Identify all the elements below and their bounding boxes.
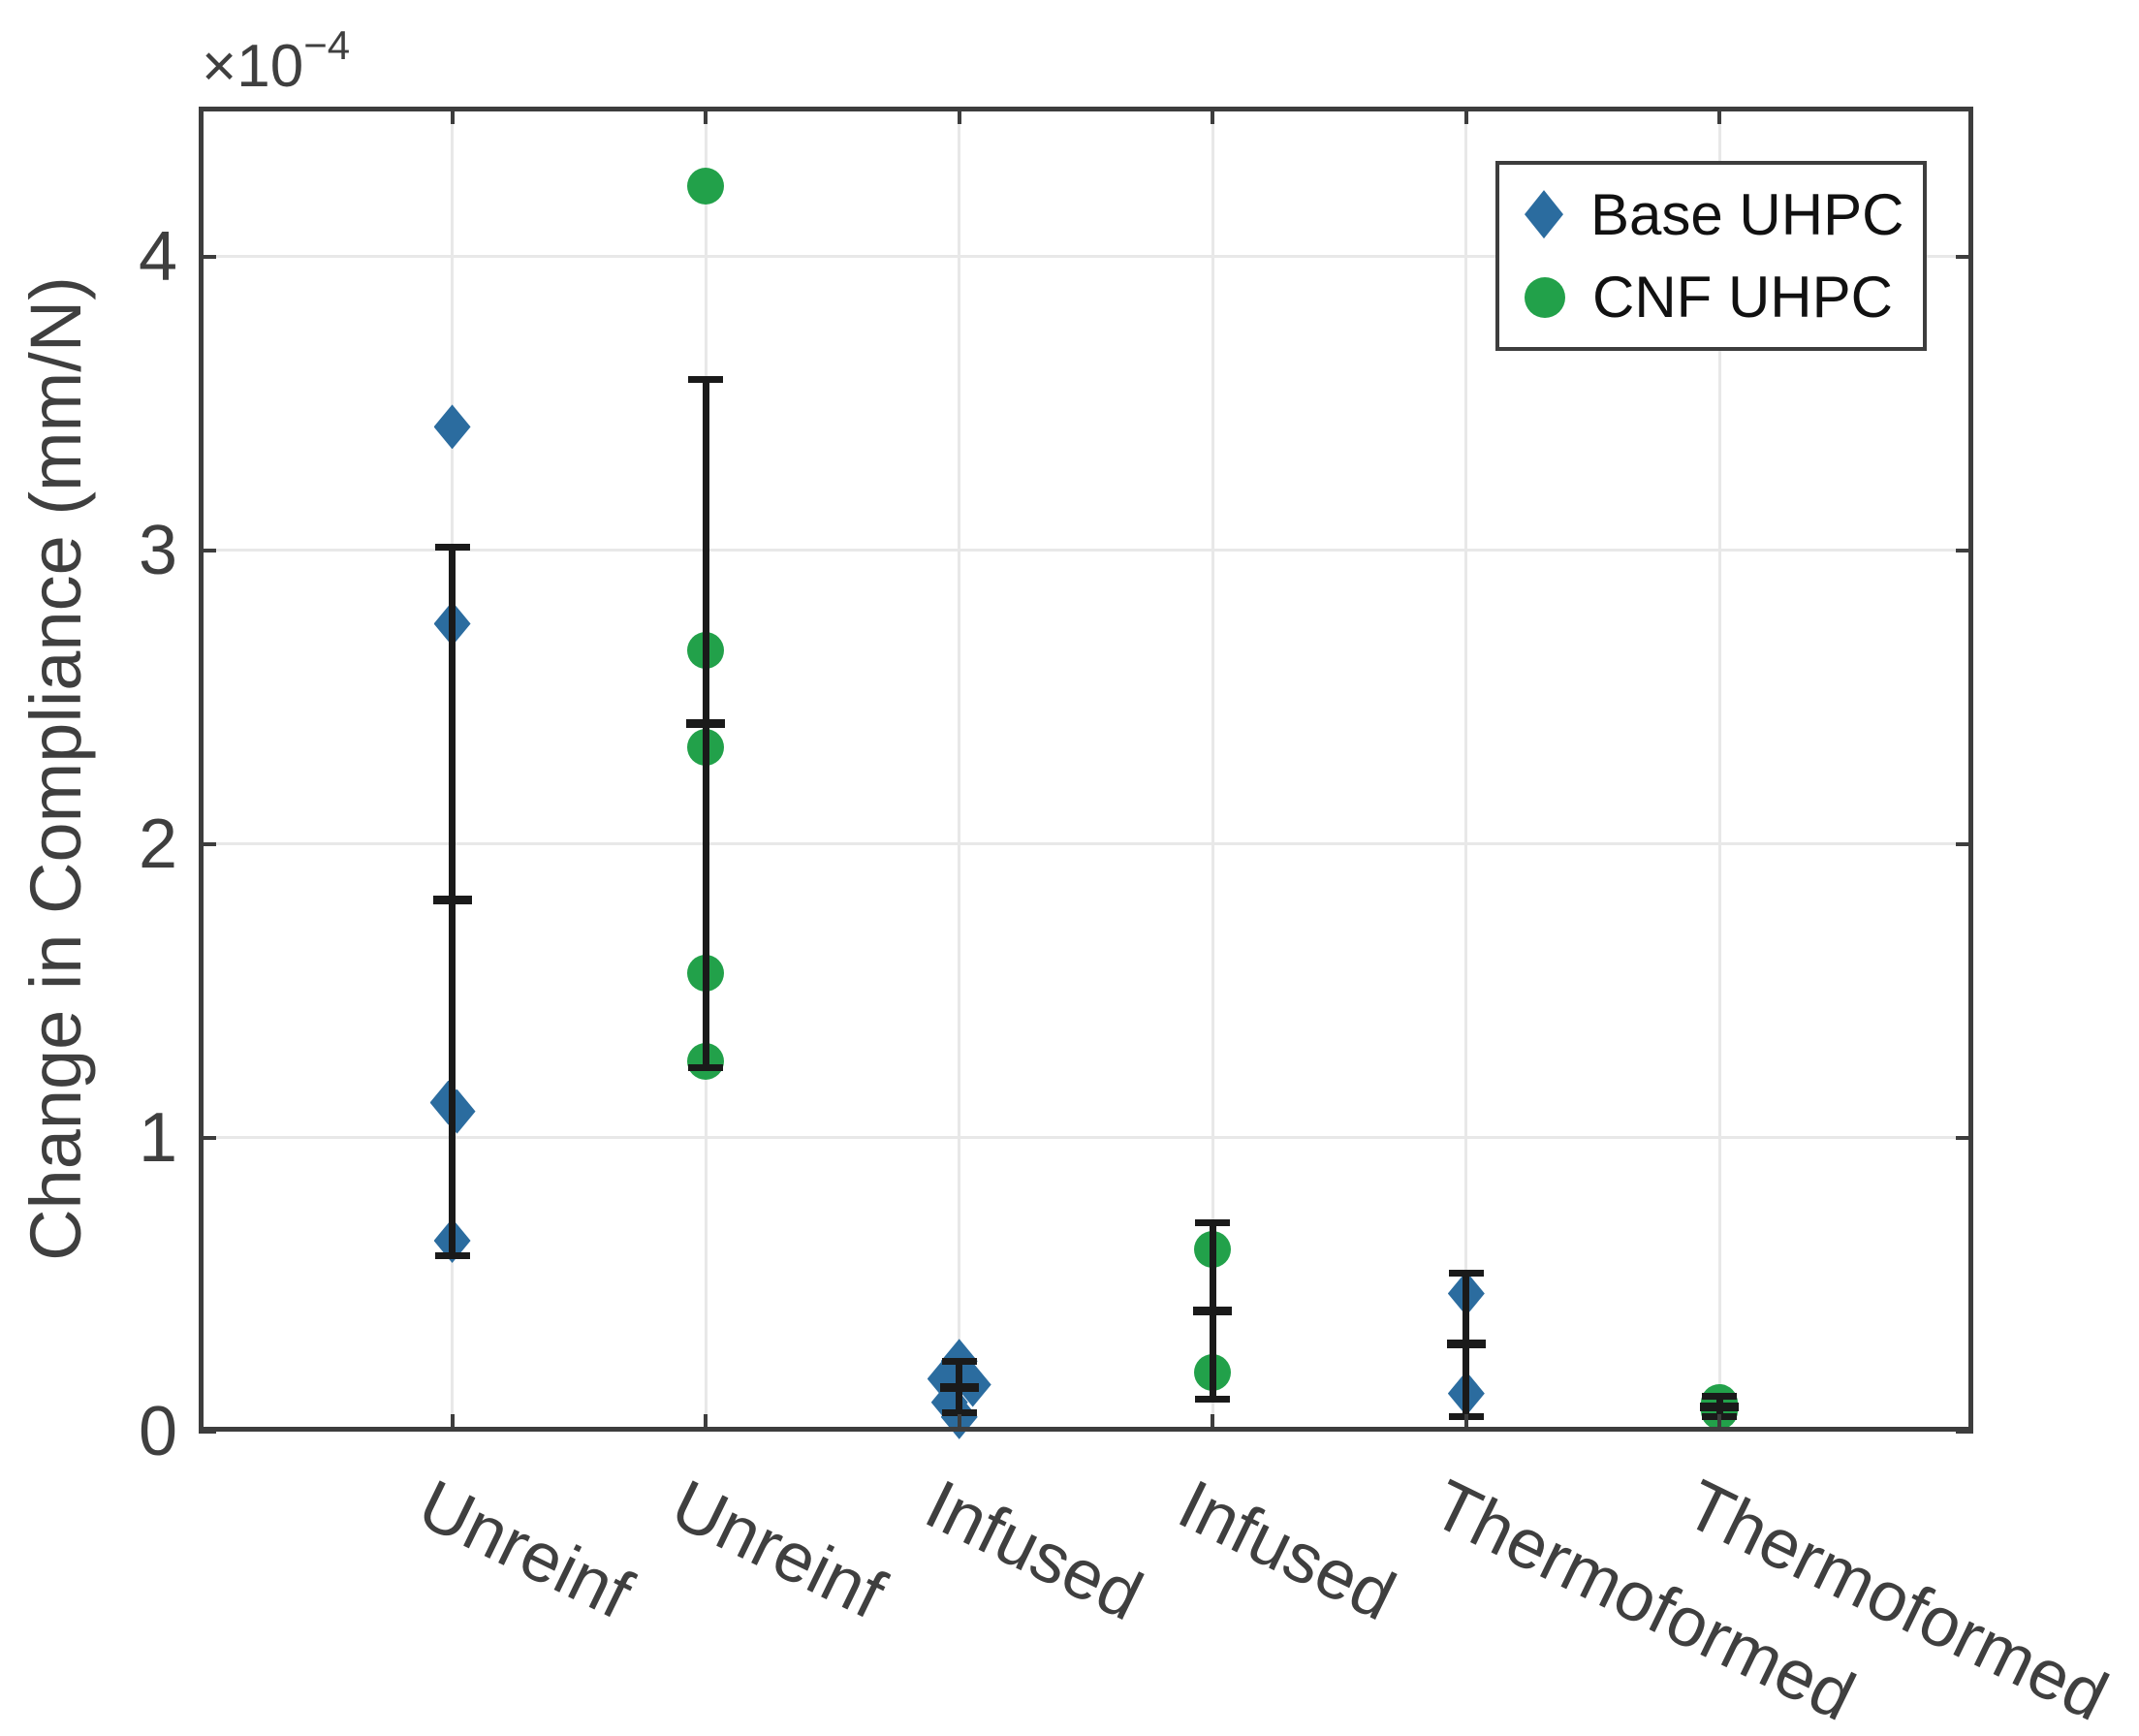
x-tick-mark xyxy=(704,1414,708,1432)
x-tick-mark xyxy=(1717,107,1722,124)
error-bar-cap xyxy=(1702,1393,1738,1401)
h-gridline xyxy=(199,1136,1973,1140)
axes-frame xyxy=(199,107,1973,1432)
x-tick-mark xyxy=(450,107,455,124)
error-bar-mean-tick xyxy=(432,895,472,904)
error-bar-cap xyxy=(1448,1269,1484,1277)
y-tick-mark xyxy=(1956,1135,1973,1140)
h-gridline xyxy=(199,255,1973,259)
times-sign: × xyxy=(202,33,237,100)
plot-area xyxy=(199,107,1973,1439)
error-bar-mean-tick xyxy=(1700,1402,1740,1411)
y-tick-mark xyxy=(1956,254,1973,259)
error-bar-cap xyxy=(941,1408,977,1416)
error-bar-mean-tick xyxy=(1193,1307,1233,1316)
error-bar-cap xyxy=(434,1251,470,1259)
y-tick-mark xyxy=(199,841,216,846)
y-tick-mark xyxy=(199,254,216,259)
x-tick-mark xyxy=(957,1414,961,1432)
x-category-label: Unreinf xyxy=(406,1466,644,1634)
h-gridline xyxy=(199,842,1973,846)
legend-label: CNF UHPC xyxy=(1592,265,1893,331)
error-bar-cap xyxy=(1195,1219,1231,1227)
x-category-label: Infused xyxy=(1167,1466,1407,1636)
x-category-label: Thermoformed xyxy=(1674,1466,2120,1736)
error-bar-mean-tick xyxy=(686,719,726,729)
y-axis-scale-label: ×10−4 xyxy=(202,22,350,107)
scale-base: 10 xyxy=(236,33,304,100)
data-point-cnf-uhpc xyxy=(687,167,725,205)
error-bar-mean-tick xyxy=(1446,1339,1486,1348)
error-bar-cap xyxy=(688,376,724,384)
error-bar-cap xyxy=(1195,1396,1231,1404)
y-tick-label: 1 xyxy=(138,1098,177,1177)
v-gridline xyxy=(1717,107,1721,1432)
v-gridline xyxy=(1211,107,1214,1432)
circle-icon xyxy=(1525,276,1565,318)
x-tick-mark xyxy=(957,107,961,124)
error-bar-cap xyxy=(434,544,470,552)
x-category-label: Infused xyxy=(913,1466,1153,1636)
x-category-label: Unreinf xyxy=(660,1466,896,1634)
y-tick-label: 2 xyxy=(138,805,177,883)
y-tick-mark xyxy=(199,548,216,552)
x-tick-mark xyxy=(1463,1414,1468,1432)
y-tick-mark xyxy=(199,1135,216,1140)
legend: Base UHPC CNF UHPC xyxy=(1495,161,1927,351)
y-tick-label: 0 xyxy=(138,1393,177,1470)
v-gridline xyxy=(1464,107,1468,1432)
x-category-label: Thermoformed xyxy=(1420,1466,1867,1736)
x-tick-mark xyxy=(1463,107,1468,124)
y-tick-mark xyxy=(1956,548,1973,552)
diamond-icon xyxy=(1525,190,1563,239)
y-tick-mark xyxy=(1956,1430,1973,1434)
error-bar-cap xyxy=(941,1357,977,1365)
x-tick-mark xyxy=(1211,107,1215,124)
h-gridline xyxy=(199,549,1973,552)
x-tick-mark xyxy=(450,1414,455,1432)
y-tick-label: 4 xyxy=(138,217,177,296)
legend-item-base-uhpc: Base UHPC xyxy=(1525,181,1923,248)
scale-exponent: −4 xyxy=(303,22,351,68)
x-tick-mark xyxy=(1211,1414,1215,1432)
x-tick-mark xyxy=(1717,1414,1722,1432)
x-tick-mark xyxy=(704,107,708,124)
error-bar-mean-tick xyxy=(939,1383,979,1393)
v-gridline xyxy=(958,107,961,1432)
y-tick-mark xyxy=(1956,841,1973,846)
error-bar-cap xyxy=(688,1063,724,1071)
y-tick-mark xyxy=(199,1430,216,1434)
legend-item-cnf-uhpc: CNF UHPC xyxy=(1525,264,1923,331)
y-tick-label: 3 xyxy=(138,511,177,589)
legend-label: Base UHPC xyxy=(1590,181,1904,247)
